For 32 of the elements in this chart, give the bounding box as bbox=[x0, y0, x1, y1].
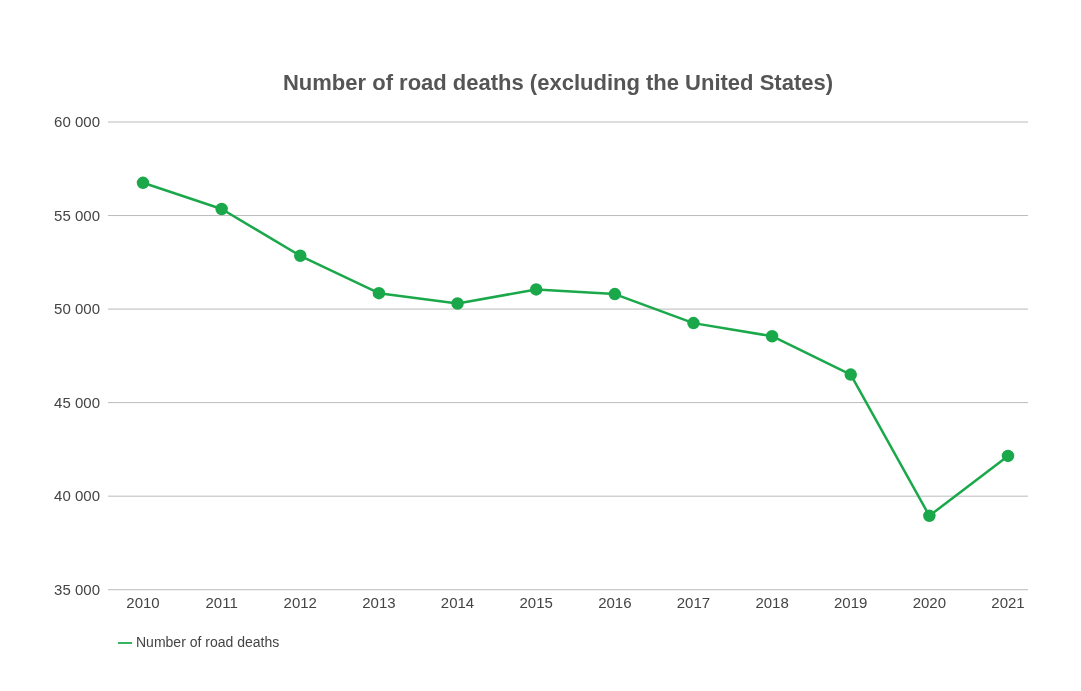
y-tick-label: 50 000 bbox=[54, 300, 100, 318]
x-tick-label: 2021 bbox=[991, 594, 1025, 612]
point bbox=[215, 202, 228, 216]
x-tick-label: 2018 bbox=[755, 594, 789, 612]
x-tick-label: 2016 bbox=[598, 594, 632, 612]
x-tick-label: 2013 bbox=[362, 594, 396, 612]
point bbox=[529, 283, 543, 296]
x-tick-label: 2017 bbox=[676, 594, 711, 612]
point bbox=[451, 297, 464, 310]
x-tick-label: 2011 bbox=[205, 594, 238, 612]
point bbox=[765, 329, 779, 343]
y-tick-label: 55 000 bbox=[54, 206, 100, 224]
point bbox=[608, 287, 622, 301]
point bbox=[294, 249, 307, 263]
x-tick-label: 2014 bbox=[440, 594, 475, 612]
y-tick-label: 60 000 bbox=[54, 113, 100, 131]
point bbox=[844, 368, 857, 381]
point bbox=[923, 509, 936, 523]
y-tick-label: 35 000 bbox=[54, 581, 100, 599]
x-tick-label: 2019 bbox=[834, 594, 868, 612]
x-tick-label: 2010 bbox=[126, 594, 160, 612]
x-tick-label: 2020 bbox=[912, 594, 947, 612]
x-tick-label: 2012 bbox=[283, 594, 317, 612]
point bbox=[372, 286, 386, 300]
point bbox=[1001, 449, 1015, 463]
legend-label: Number of road deaths bbox=[136, 633, 280, 650]
x-tick-label: 2015 bbox=[519, 594, 553, 612]
point bbox=[687, 316, 700, 330]
point bbox=[136, 176, 150, 190]
chart-title: Number of road deaths (excluding the United States) bbox=[281, 69, 835, 97]
y-tick-label: 40 000 bbox=[54, 487, 100, 505]
y-tick-label: 45 000 bbox=[54, 393, 100, 411]
